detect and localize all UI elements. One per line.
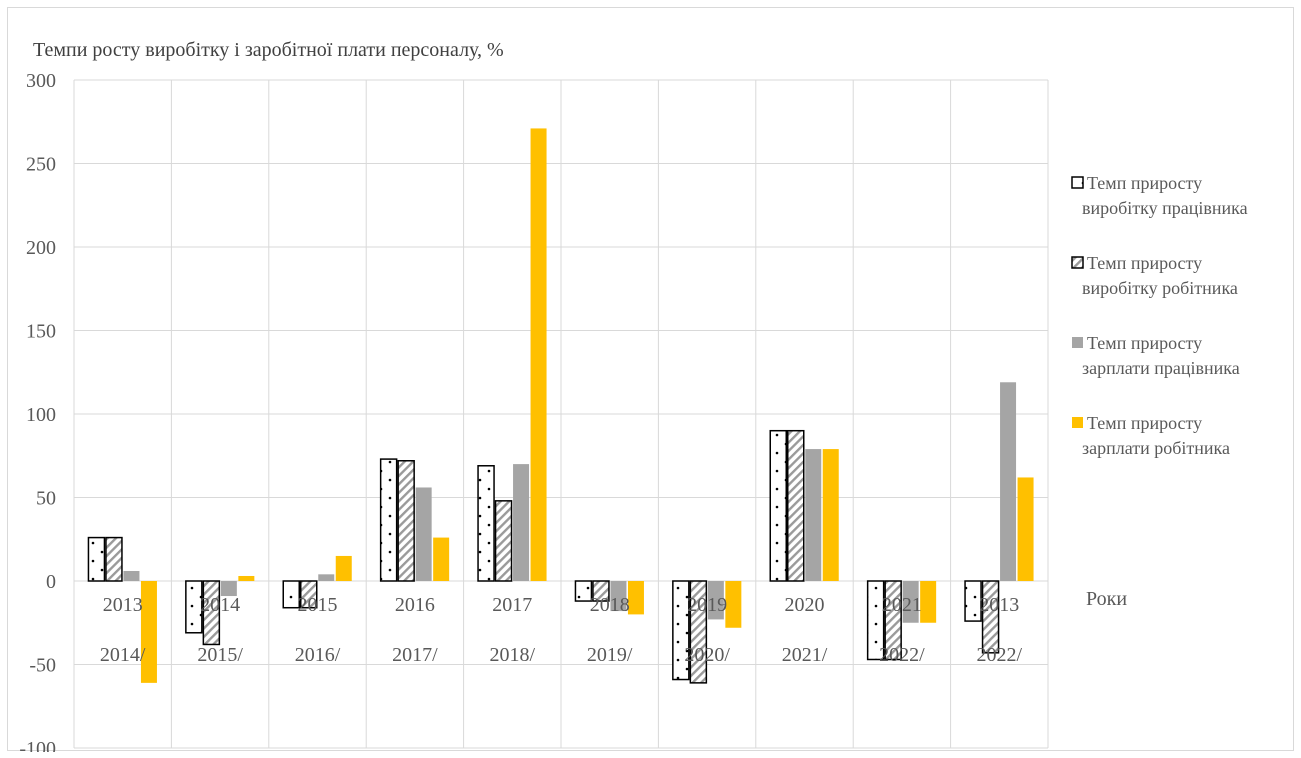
y-axis-title: Темпи росту виробітку і заробітної плати… [33,39,504,61]
bar-series-4 [1017,477,1034,581]
category-label-line2: 2017/ [392,644,438,666]
bar-series-2 [787,429,805,582]
bar-series-3 [805,449,822,581]
bar-series-2 [592,580,610,602]
bar-series-3 [318,574,335,581]
bar-series-3 [415,487,432,581]
category-label-line2: 2015/ [197,644,243,666]
bar-series-2 [689,580,708,684]
y-tick-label: 150 [26,321,56,343]
y-axis-ticks: 300 250 200 150 100 50 0 -50 -100 [19,70,56,752]
legend-swatch [1071,256,1084,269]
bar-series-4 [530,128,547,581]
bar-series-3 [1000,382,1017,581]
bar-series-4 [627,581,644,615]
category-label-line2: 2022/ [879,644,925,666]
category-labels: 2013 2014/2014 2015/2015 2016/2016 2017/2017… [100,594,1023,666]
category-label-line1: 2015 [298,594,338,616]
category-label-line2: 2019/ [587,644,633,666]
y-tick-label: 250 [26,154,56,176]
category-label-line1: 2014 [200,594,240,616]
bar-series-3 [220,581,237,597]
bar-series-4 [335,555,352,581]
bar-series-1 [185,580,203,634]
bar-series-2 [300,580,318,609]
legend-label: виробітку працівника [1082,198,1248,218]
category-label-line2: 2014/ [100,644,146,666]
bar-series-1 [672,580,690,681]
bar-series-1 [477,465,495,582]
category-label-line2: 2021/ [782,644,828,666]
y-tick-label: -100 [19,738,56,752]
y-tick-label: 0 [46,571,56,593]
category-label-line1: 2018 [590,594,630,616]
bar-series-2 [494,500,513,582]
gridlines [73,79,1049,749]
chart-area: 300 250 200 150 100 50 0 -50 -100 2013 2014/2014 2… [7,7,1294,752]
bar-series-1 [769,429,787,582]
bar-series-2 [105,536,123,582]
category-label-line1: 2017 [492,594,532,616]
y-tick-label: 200 [26,237,56,259]
legend-label: Темп приросту [1087,173,1202,193]
bar-series-1 [964,580,982,622]
legend-swatch [1072,417,1083,428]
legend-swatch [1072,337,1083,348]
x-axis-title: Роки [1086,588,1127,610]
bar-series-3 [902,581,919,623]
bar-series-2 [397,460,415,582]
bar-series-2 [202,580,221,646]
bar-series-1 [282,580,300,609]
legend-label: зарплати робітника [1082,438,1230,458]
bar-series-4 [140,581,157,683]
bar-series-4 [433,537,450,581]
bar-series-1 [866,580,885,661]
bar-series-3 [610,581,627,612]
category-label-line2: 2022/ [977,644,1023,666]
bar-series-2 [981,580,1000,654]
legend-label: зарплати працівника [1082,358,1240,378]
category-label-line2: 2016/ [295,644,341,666]
bar-series-4 [822,449,839,581]
bar-series-1 [379,458,398,582]
bar-series-1 [87,536,106,582]
bar-series-3 [513,464,530,581]
bar-series-1 [574,580,593,602]
bar-series-4 [725,581,742,628]
category-label-line1: 2013 [103,594,143,616]
bars-group [87,128,1034,684]
legend-label: Темп приросту [1087,413,1202,433]
bar-series-2 [884,580,902,661]
legend-swatch [1071,176,1084,189]
y-tick-label: -50 [29,655,56,677]
y-tick-label: 300 [26,70,56,92]
legend-label: Темп приросту [1087,333,1202,353]
category-label-line1: 2016 [395,594,435,616]
category-label-line1: 2013 [979,594,1019,616]
category-label-line1: 2020 [785,594,825,616]
category-label-line1: 2019 [687,594,727,616]
y-tick-label: 100 [26,404,56,426]
y-tick-label: 50 [36,488,56,510]
category-label-line2: 2020/ [684,644,730,666]
category-label-line2: 2018/ [490,644,536,666]
bar-series-3 [707,581,724,620]
legend-label: виробітку робітника [1082,278,1238,298]
legend: Темп приросту виробітку працівника Темп пр… [1071,173,1248,458]
bar-series-3 [123,570,140,581]
category-label-line1: 2021 [882,594,922,616]
bar-series-4 [920,581,937,623]
bar-series-4 [238,575,255,581]
legend-label: Темп приросту [1087,253,1202,273]
